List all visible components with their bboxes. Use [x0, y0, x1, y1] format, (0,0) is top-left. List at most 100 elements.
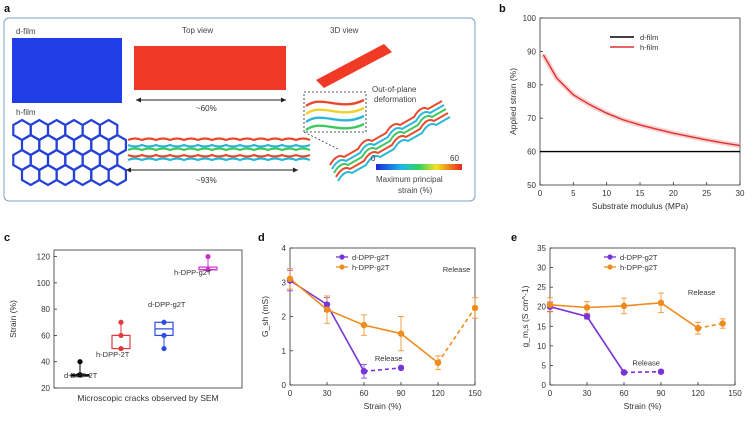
- y-tick-label: 35: [537, 244, 546, 253]
- x-tick-label: 0: [538, 189, 543, 198]
- shrink-arrow-d: ~60%: [136, 97, 286, 113]
- x-tick-label: 30: [323, 389, 332, 398]
- legend-label: d-DPP-g2T: [352, 253, 390, 262]
- box-point: [161, 345, 167, 352]
- legend-label: h-film: [640, 43, 658, 52]
- y-tick-label: 0: [282, 381, 287, 390]
- x-tick-label: 120: [691, 389, 705, 398]
- x-axis-label: Strain (%): [364, 401, 402, 411]
- x-axis-label: Strain (%): [624, 401, 662, 411]
- data-point: [471, 304, 479, 312]
- d-film-label: d-film: [16, 27, 36, 36]
- y-tick-label: 0: [542, 381, 547, 390]
- 3d-strand: [329, 100, 443, 166]
- x-axis-label: Microscopic cracks observed by SEM: [77, 393, 218, 403]
- box-point: [77, 372, 83, 378]
- series-line: [437, 307, 476, 364]
- y-tick-label: 60: [527, 148, 536, 157]
- series-line: [363, 367, 402, 373]
- group-label: h-DPP-g2T: [174, 268, 212, 277]
- plot-frame: [549, 247, 736, 386]
- y-tick-label: 1: [282, 347, 287, 356]
- x-tick-label: 90: [397, 389, 406, 398]
- release-annotation: Release: [688, 288, 716, 297]
- x-tick-label: 150: [728, 389, 742, 398]
- strand: [127, 143, 311, 148]
- x-tick-label: 5: [571, 189, 576, 198]
- 3d-strand: [335, 112, 449, 178]
- y-axis-label: G_sh (mS): [260, 296, 270, 337]
- panel-letter-c: c: [4, 232, 10, 244]
- group-label: d-DPP-g2T: [148, 300, 186, 309]
- box-point: [161, 319, 167, 325]
- panel-a: a d-film h-film Top view ~60% ~93% 3D vi…: [3, 3, 476, 202]
- box-point: [161, 332, 167, 339]
- x-tick-label: 25: [702, 189, 711, 198]
- y-tick-label: 100: [523, 14, 537, 23]
- x-tick-label: 30: [583, 389, 592, 398]
- series-line: [697, 322, 723, 329]
- 3d-strand: [331, 104, 445, 170]
- d-film-square: [12, 38, 122, 103]
- data-point: [620, 302, 628, 310]
- box-point: [205, 267, 211, 273]
- d-film-top-view: [134, 46, 286, 90]
- deformation-label-line-2: deformation: [374, 95, 416, 104]
- data-point: [323, 301, 331, 308]
- y-tick-label: 30: [537, 264, 546, 273]
- panel-b: b 50 60 70 80 90 100 0 5 10 15 20 25 30 Substrate mod…: [499, 3, 745, 211]
- data-point: [719, 320, 726, 327]
- y-tick-label: 3: [282, 278, 287, 287]
- h-film-3d-strands: [329, 100, 451, 182]
- data-point: [360, 321, 368, 329]
- x-tick-label: 150: [468, 389, 482, 398]
- h-film-label: h-film: [16, 108, 36, 117]
- data-point: [434, 359, 442, 366]
- deformation-label-line-1: Out-of-plane: [372, 85, 417, 94]
- x-axis-label: Substrate modulus (MPa): [592, 201, 689, 211]
- top-view-label: Top view: [182, 26, 213, 35]
- strand: [127, 147, 311, 152]
- release-annotation: Release: [443, 265, 471, 274]
- zoom-strand: [305, 106, 365, 116]
- box-point: [118, 319, 124, 325]
- legend-label: d-film: [640, 33, 658, 42]
- panel-e: e 0 5 10 15 20 25 30 35 0 30 60 90 120 150 Strain (%) g…: [511, 232, 742, 411]
- data-point: [657, 299, 665, 306]
- y-axis-label: Applied strain (%): [508, 68, 518, 135]
- y-tick-label: 15: [537, 322, 546, 331]
- strand: [127, 137, 311, 142]
- zoom-strand: [305, 122, 365, 132]
- data-point: [583, 304, 591, 311]
- series-line: [623, 370, 662, 374]
- strain-colorbar: [376, 164, 462, 170]
- panel-letter-e: e: [511, 232, 517, 244]
- y-tick-label: 60: [41, 331, 50, 340]
- chart-d: 0 1 2 3 4 0 30 60 90 120 150 Strain (%) G_sh (mS) d-D…: [260, 244, 482, 411]
- shrink-h-label: ~93%: [196, 176, 217, 185]
- data-point: [694, 325, 702, 332]
- y-tick-label: 20: [537, 303, 546, 312]
- shrink-d-label: ~60%: [196, 104, 217, 113]
- box-point: [118, 332, 124, 339]
- legend-label: h-DPP-g2T: [352, 263, 390, 272]
- y-axis-label: g_m,s (S cm^-1): [520, 285, 530, 347]
- y-tick-label: 5: [542, 361, 547, 370]
- d-film-3d-view: [316, 44, 392, 88]
- panel-letter-d: d: [258, 232, 265, 244]
- legend-label: h-DPP-g2T: [620, 263, 658, 272]
- zoom-deformed-strands: [305, 98, 365, 132]
- box-point: [205, 253, 211, 260]
- x-tick-label: 120: [431, 389, 445, 398]
- x-tick-label: 90: [657, 389, 666, 398]
- data-point: [397, 330, 405, 337]
- colorbar-max-label: 60: [450, 154, 459, 163]
- data-point: [583, 313, 591, 320]
- chart-c: 20 40 60 80 100 120 Microscopic cracks observe…: [8, 249, 243, 403]
- data-point: [620, 369, 628, 376]
- y-tick-label: 4: [282, 244, 287, 253]
- x-tick-label: 10: [602, 189, 611, 198]
- box-point: [118, 345, 124, 352]
- h-film-honeycomb: [12, 118, 127, 187]
- 3d-strand: [337, 116, 451, 182]
